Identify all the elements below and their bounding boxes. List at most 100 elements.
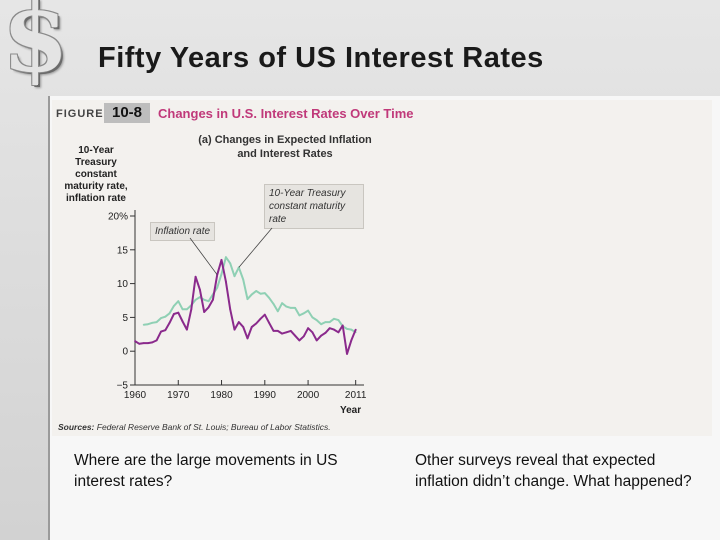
treasury-point — [311, 316, 314, 319]
inflation-point — [168, 321, 171, 324]
treasury-point — [151, 321, 154, 324]
inflation-series-line — [134, 258, 357, 355]
inflation-point — [207, 306, 210, 309]
treasury-point — [294, 307, 296, 309]
inflation-point — [229, 308, 232, 311]
inflation-point — [289, 330, 292, 332]
treasury-point — [302, 312, 305, 315]
question-right: Other surveys reveal that expected infla… — [415, 452, 692, 490]
treasury-point — [155, 321, 158, 323]
inflation-callout: Inflation rate — [150, 222, 216, 241]
treasury-point — [333, 317, 335, 320]
y-tick-label: 10 — [117, 279, 129, 290]
treasury-point — [225, 256, 227, 259]
figure-source: Sources: Federal Reserve Bank of St. Lou… — [58, 422, 331, 432]
inflation-point — [194, 275, 197, 278]
treasury-point — [255, 290, 258, 292]
inflation-point — [138, 342, 141, 345]
inflation-point — [164, 329, 167, 332]
question-left: Where are the large movements in US inte… — [74, 452, 338, 490]
inflation-point — [276, 330, 279, 332]
treasury-point — [203, 298, 206, 301]
inflation-point — [302, 335, 305, 338]
inflation-point — [212, 298, 214, 301]
inflation-point — [341, 324, 344, 327]
x-tick-label: 1970 — [167, 390, 190, 401]
inflation-point — [354, 328, 357, 331]
inflation-point — [263, 313, 266, 316]
chart-axes: −5 0 5 10 15 20% 1960 1970 1980 1990 2000 2011 — [108, 210, 367, 401]
slide-title: Fifty Years of US Interest Rates — [98, 42, 544, 74]
inflation-point — [333, 328, 335, 331]
inflation-point — [203, 311, 206, 313]
inflation-point — [311, 331, 314, 334]
treasury-point — [281, 302, 283, 305]
inflation-point — [298, 339, 301, 342]
figure-label: FIGURE — [56, 108, 104, 120]
inflation-point — [307, 327, 309, 330]
source-text: Federal Reserve Bank of St. Louis; Burea… — [96, 422, 331, 432]
inflation-point — [151, 341, 154, 344]
y-tick-label: 0 — [122, 347, 128, 358]
x-tick-label: 1990 — [254, 390, 277, 401]
inflation-point — [233, 328, 236, 331]
inflation-point — [237, 321, 240, 323]
inflation-point — [285, 331, 288, 334]
treasury-point — [160, 317, 162, 319]
treasury-point — [268, 296, 270, 299]
treasury-point — [324, 321, 327, 323]
treasury-point — [337, 319, 340, 321]
x-tick-label: 2000 — [297, 390, 320, 401]
inflation-point — [199, 288, 201, 291]
chart-title: (a) Changes in Expected Inflation and In… — [198, 134, 372, 160]
treasury-point — [168, 312, 171, 315]
inflation-point — [220, 259, 223, 261]
inflation-leader — [189, 237, 218, 276]
inflation-point — [328, 327, 331, 330]
treasury-point — [263, 292, 266, 294]
inflation-point — [337, 331, 340, 334]
inflation-point — [142, 342, 145, 344]
inflation-point — [272, 330, 275, 332]
treasury-point — [289, 307, 292, 309]
callout-leaders — [189, 227, 273, 276]
treasury-point — [246, 298, 249, 300]
inflation-point — [294, 334, 296, 337]
treasury-point — [276, 310, 279, 313]
inflation-point — [177, 311, 180, 314]
treasury-point — [346, 328, 348, 330]
inflation-point — [281, 332, 283, 335]
y-tick-label: 5 — [122, 313, 128, 324]
inflation-point — [225, 280, 227, 283]
y-tick-label: 20% — [108, 212, 128, 223]
treasury-point — [328, 321, 331, 323]
inflation-point — [181, 320, 184, 323]
treasury-point — [285, 305, 288, 308]
inflation-point — [160, 330, 162, 333]
treasury-point — [350, 328, 353, 331]
figure-title: Changes in U.S. Interest Rates Over Time — [158, 106, 414, 121]
treasury-point — [220, 273, 223, 275]
dollar-sign-icon: $ — [2, 0, 69, 94]
treasury-point — [320, 323, 322, 326]
inflation-point — [315, 339, 318, 342]
inflation-point — [155, 339, 158, 342]
treasury-point — [233, 275, 236, 278]
source-prefix: Sources: — [58, 422, 95, 432]
treasury-point — [250, 293, 253, 296]
treasury-point — [164, 315, 167, 318]
treasury-point — [259, 292, 262, 295]
treasury-point — [177, 300, 180, 303]
figure-number: 10-8 — [104, 103, 150, 123]
inflation-point — [242, 326, 245, 328]
treasury-point — [173, 305, 175, 307]
inflation-point — [250, 326, 253, 328]
treasury-point — [229, 262, 232, 265]
treasury-point — [181, 308, 184, 311]
x-tick-label: 2011 — [345, 390, 367, 401]
inflation-point — [190, 308, 193, 311]
x-tick-label: 1960 — [124, 390, 147, 401]
chart-series — [134, 256, 357, 355]
treasury-point — [315, 319, 318, 321]
